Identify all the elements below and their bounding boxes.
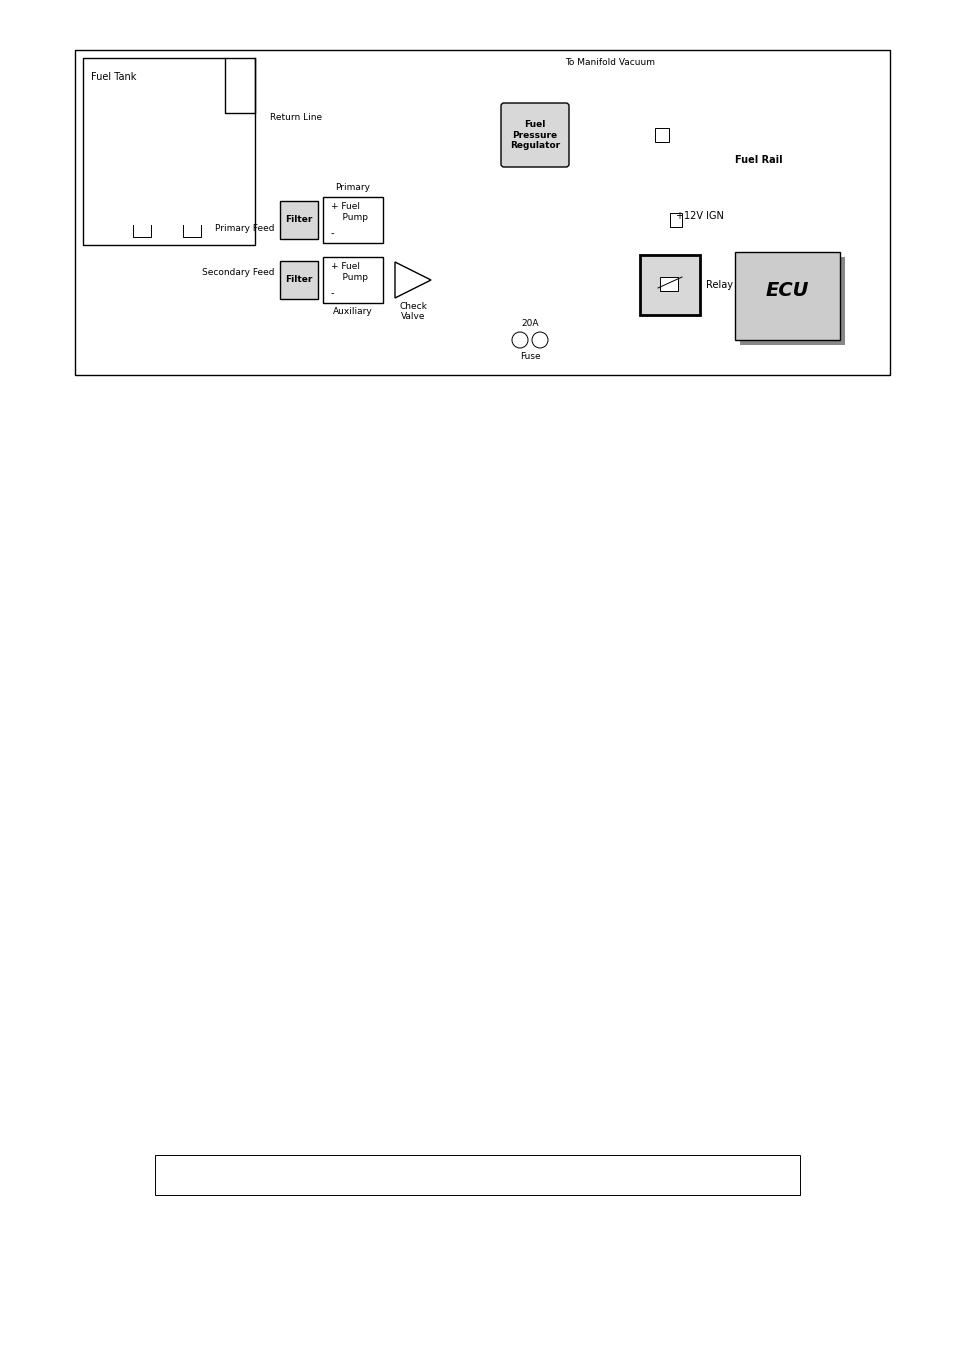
Bar	[323, 197, 382, 243]
Bar	[639, 255, 700, 315]
Bar	[655, 128, 668, 142]
Text: Check
Valve: Check Valve	[398, 303, 427, 322]
Polygon shape	[395, 262, 431, 299]
Text: Fuel Rail: Fuel Rail	[734, 155, 781, 165]
Text: Auxiliary: Auxiliary	[333, 307, 373, 316]
Bar	[740, 257, 844, 345]
FancyBboxPatch shape	[500, 103, 568, 168]
Text: Return Line: Return Line	[270, 113, 322, 122]
Bar	[669, 213, 681, 227]
Bar	[83, 58, 254, 245]
Bar	[280, 261, 317, 299]
Text: Relay: Relay	[705, 280, 732, 290]
Text: + Fuel
    Pump: + Fuel Pump	[331, 203, 368, 222]
Text: ECU: ECU	[764, 281, 808, 300]
Text: -: -	[331, 288, 335, 299]
Text: Fuel Tank: Fuel Tank	[91, 72, 136, 82]
Text: + Fuel
    Pump: + Fuel Pump	[331, 262, 368, 282]
Bar	[75, 50, 889, 376]
Text: +12V IGN: +12V IGN	[676, 211, 723, 222]
Text: Fuel
Pressure
Regulator: Fuel Pressure Regulator	[510, 120, 559, 150]
Text: Filter: Filter	[285, 276, 313, 285]
Text: Primary Feed: Primary Feed	[215, 224, 274, 232]
Text: -: -	[331, 228, 335, 238]
Bar	[280, 201, 317, 239]
Text: To Manifold Vacuum: To Manifold Vacuum	[564, 58, 655, 68]
Bar	[323, 257, 382, 303]
Text: Secondary Feed: Secondary Feed	[202, 267, 274, 277]
Text: Filter: Filter	[285, 216, 313, 224]
Text: Fuse: Fuse	[519, 353, 539, 361]
Text: Primary: Primary	[335, 182, 370, 192]
Bar	[154, 1155, 800, 1196]
Text: 20A: 20A	[520, 319, 538, 328]
Bar	[734, 253, 840, 340]
Bar	[659, 277, 678, 290]
